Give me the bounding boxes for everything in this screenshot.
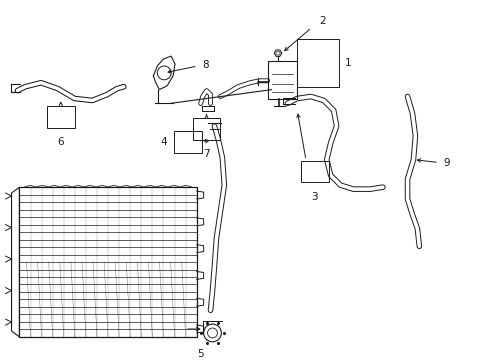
Text: 9: 9 bbox=[443, 158, 450, 167]
Bar bbox=[301, 161, 329, 182]
Text: 1: 1 bbox=[344, 58, 351, 68]
Text: 2: 2 bbox=[319, 15, 326, 26]
Text: 5: 5 bbox=[197, 349, 204, 359]
Bar bbox=[268, 61, 297, 99]
Bar bbox=[297, 39, 339, 87]
Text: 6: 6 bbox=[57, 137, 64, 147]
Text: 7: 7 bbox=[203, 149, 210, 159]
Text: 4: 4 bbox=[161, 137, 167, 147]
Bar bbox=[174, 131, 202, 153]
Text: 3: 3 bbox=[312, 192, 318, 202]
Text: 8: 8 bbox=[203, 60, 209, 70]
Bar bbox=[193, 118, 221, 140]
Bar bbox=[47, 107, 74, 128]
